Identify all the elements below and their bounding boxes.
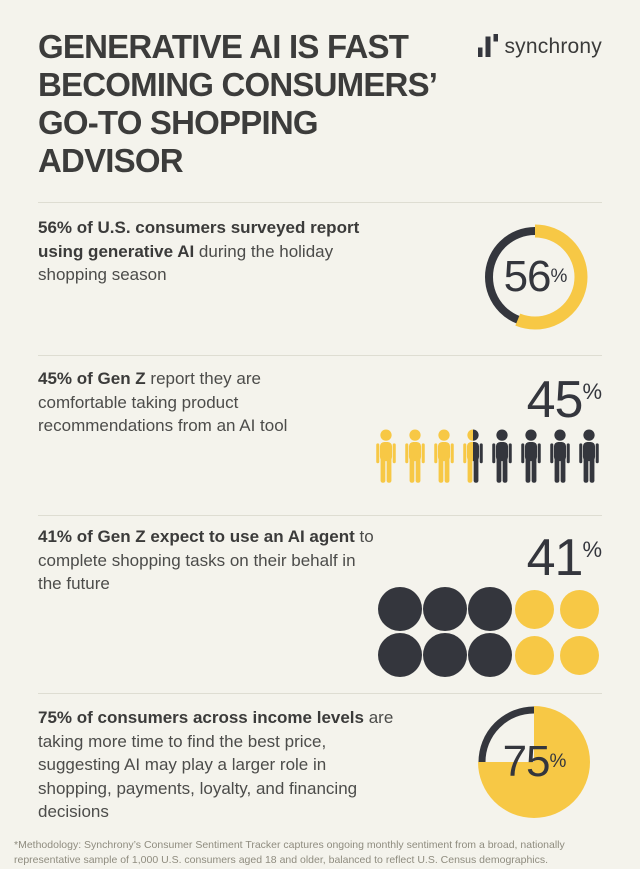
dot-dark: [422, 587, 467, 631]
section-45-text-bold: 45% of Gen Z: [38, 369, 146, 388]
dot-yellow: [515, 589, 554, 629]
section-75-text-bold: 75% of consumers across income levels: [38, 708, 364, 727]
donut-chart-56: 56%: [476, 218, 594, 336]
page-title: GENERATIVE AI IS FAST BECOMING CONSUMERS…: [38, 28, 438, 179]
people-pictograph-45: [373, 429, 602, 488]
dot-dark: [467, 587, 512, 631]
dot-dark: [377, 633, 422, 677]
percent-sign: %: [550, 266, 568, 287]
section-45-text-rest: report they are comfortable taking produ…: [38, 369, 288, 435]
dot-dark: [422, 633, 467, 677]
person-icon: [373, 429, 399, 488]
percent-sign: %: [582, 537, 602, 562]
stat-value-45: 45%: [527, 367, 602, 426]
stat-number: 56: [503, 252, 552, 301]
person-icon: [489, 429, 515, 488]
section-56-donut: 56% of U.S. consumers surveyed report us…: [38, 202, 602, 336]
percent-sign: %: [549, 751, 567, 772]
brand-name: synchrony: [504, 35, 602, 58]
section-56-text-bold: 56% of U.S. consumers surveyed report us…: [38, 218, 360, 261]
methodology-footnote: *Methodology: Synchrony’s Consumer Senti…: [14, 838, 565, 867]
section-41-text-bold: 41% of Gen Z expect to use an AI agent: [38, 527, 355, 546]
section-45-text: 45% of Gen Z report they are comfortable…: [38, 367, 293, 438]
section-75-pie: 75% of consumers across income levels ar…: [38, 693, 602, 824]
dot-yellow: [560, 589, 599, 629]
stat-number: 45: [526, 371, 584, 429]
section-75-text: 75% of consumers across income levels ar…: [38, 706, 403, 824]
section-45-stat: 45%: [373, 367, 602, 488]
stat-number: 75: [502, 737, 551, 786]
pie-center-value: 75%: [475, 703, 593, 821]
donut-chart-56-svg: [482, 224, 588, 330]
dot-dark: [377, 587, 422, 631]
pie-chart-75: 75%: [475, 703, 593, 821]
section-41-text: 41% of Gen Z expect to use an AI agent t…: [38, 525, 377, 596]
person-icon-half: [460, 429, 486, 488]
section-75-text-rest: are taking more time to find the best pr…: [38, 708, 394, 821]
person-icon: [518, 429, 544, 488]
percent-sign: %: [582, 379, 602, 404]
donut-center-value: 56%: [476, 218, 594, 336]
section-56-text-rest: during the holiday shopping season: [38, 241, 334, 285]
dot-waffle-41: [377, 586, 602, 678]
stat-number: 41: [526, 529, 584, 587]
section-41-stat: 41%: [377, 525, 602, 678]
dot-yellow: [560, 635, 599, 675]
section-41-dots: 41% of Gen Z expect to use an AI agent t…: [38, 515, 602, 678]
dot-dark: [467, 633, 512, 677]
section-56-text: 56% of U.S. consumers surveyed report us…: [38, 216, 373, 287]
section-41-text-rest: to complete shopping tasks on their beha…: [38, 527, 374, 593]
person-icon: [402, 429, 428, 488]
synchrony-bars-icon: [478, 34, 499, 57]
stat-value-41: 41%: [527, 525, 602, 584]
person-icon: [576, 429, 602, 488]
section-45-people: 45% of Gen Z report they are comfortable…: [38, 355, 602, 488]
header: GENERATIVE AI IS FAST BECOMING CONSUMERS…: [38, 0, 602, 180]
synchrony-logo: synchrony: [478, 34, 602, 60]
dot-yellow: [515, 635, 554, 675]
person-icon: [431, 429, 457, 488]
pie-chart-75-svg: [478, 706, 590, 818]
person-icon: [547, 429, 573, 488]
